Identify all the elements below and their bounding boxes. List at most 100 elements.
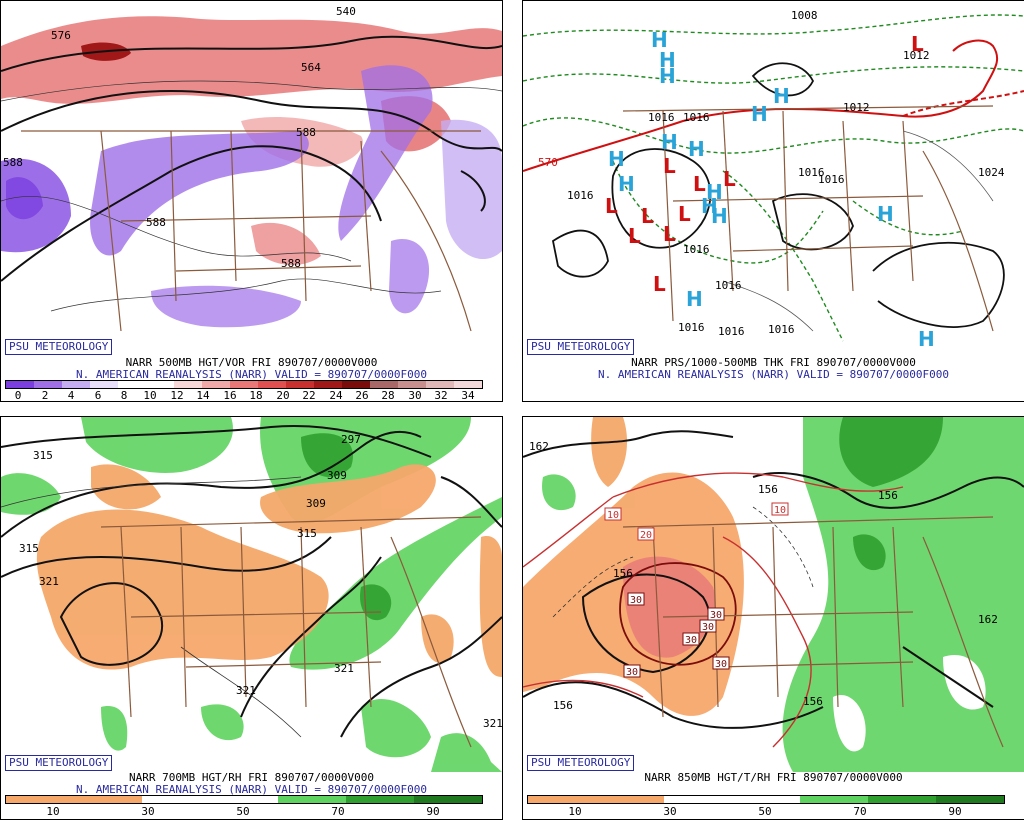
contour-label: 156 (878, 489, 898, 502)
colorbar-swatch (202, 381, 230, 388)
map-pressure-thickness: 1008 1012 1016 1016 1016 1016 1016 1016 … (523, 1, 1024, 356)
contour-label: 156 (758, 483, 778, 496)
psu-label: PSU METEOROLOGY (527, 339, 635, 355)
colorbar-tick-label: 34 (461, 389, 475, 402)
isobar-label: 1016 (768, 323, 795, 336)
panel-500mb-vorticity: 576 564 588 588 588 588 540 PSU METEOROL… (0, 0, 503, 402)
colorbar-tick-label: 50 (758, 805, 772, 818)
isotherm-label: 10 (774, 505, 786, 516)
high-pressure-marker: H (877, 202, 894, 226)
low-pressure-marker: L (653, 272, 666, 296)
isotherm-label: 30 (710, 610, 722, 621)
colorbar-tick-label: 30 (141, 805, 155, 818)
caption-line1: NARR PRS/1000-500MB THK FRI 890707/0000V… (631, 356, 916, 369)
colorbar-swatch (454, 381, 482, 388)
colorbar-swatch (62, 381, 90, 388)
isobar-label: 1016 (648, 111, 675, 124)
colorbar-swatch (314, 381, 342, 388)
high-pressure-marker: H (618, 172, 635, 196)
contour-label: 156 (553, 699, 573, 712)
thickness-label: 570 (538, 156, 558, 169)
colorbar-swatch (74, 796, 142, 803)
colorbar-swatch (210, 796, 278, 803)
colorbar-tick-label: 12 (170, 389, 184, 402)
isotherm-label: 30 (685, 635, 697, 646)
colorbar-tick-label: 26 (355, 389, 369, 402)
colorbar-swatch (398, 381, 426, 388)
isotherm-label: 30 (626, 667, 638, 678)
high-pressure-marker: H (659, 48, 676, 72)
colorbar-tick-label: 8 (120, 389, 128, 402)
colorbar-swatch (426, 381, 454, 388)
colorbar-ticks: 10 30 50 70 90 (527, 805, 1003, 818)
colorbar-swatch (230, 381, 258, 388)
high-pressure-marker: H (773, 84, 790, 108)
colorbar-tick-label: 10 (46, 805, 60, 818)
contour-label: 588 (296, 126, 316, 139)
colorbar-swatch (732, 796, 800, 803)
colorbar-tick-label: 14 (196, 389, 210, 402)
colorbar-swatch (34, 381, 62, 388)
contour-label: 588 (3, 156, 23, 169)
low-pressure-marker: L (605, 194, 618, 218)
colorbar-tick-label: 30 (408, 389, 422, 402)
map-500mb-vorticity: 576 564 588 588 588 588 540 (1, 1, 502, 356)
isotherm-label: 30 (702, 622, 714, 633)
colorbar-rh (5, 795, 483, 804)
psu-label: PSU METEOROLOGY (5, 755, 113, 771)
colorbar-tick-label: 10 (143, 389, 157, 402)
high-pressure-marker: H (751, 102, 768, 126)
colorbar-swatch (596, 796, 664, 803)
psu-label: PSU METEOROLOGY (5, 339, 113, 355)
isobar-label: 1012 (843, 101, 870, 114)
map-850mb-temp-rh: 162 156 156 156 162 156 156 10 20 10 30 … (523, 417, 1024, 772)
panel-850mb-temp-rh: 162 156 156 156 162 156 156 10 20 10 30 … (522, 416, 1024, 820)
contour-label: 540 (336, 5, 356, 18)
colorbar-tick-label: 30 (663, 805, 677, 818)
colorbar-tick-label: 6 (94, 389, 102, 402)
colorbar-swatch (6, 381, 34, 388)
colorbar-tick-label: 90 (426, 805, 440, 818)
isobar-label: 1008 (791, 9, 818, 22)
colorbar-tick-label: 32 (434, 389, 448, 402)
caption-line1: NARR 700MB HGT/RH FRI 890707/0000V000 (128, 771, 375, 784)
low-pressure-marker: L (663, 222, 676, 246)
colorbar-swatch (370, 381, 398, 388)
colorbar-tick-label: 22 (302, 389, 316, 402)
colorbar-tick-label: 70 (331, 805, 345, 818)
colorbar-swatch (868, 796, 936, 803)
caption-line1: NARR 850MB HGT/T/RH FRI 890707/0000V000 (644, 771, 903, 784)
isotherm-label: 30 (630, 595, 642, 606)
high-pressure-marker: H (918, 327, 935, 351)
contour-label: 321 (334, 662, 354, 675)
caption-line1: NARR 500MB HGT/VOR FRI 890707/0000V000 (125, 356, 378, 369)
colorbar-swatch (286, 381, 314, 388)
low-pressure-marker: L (628, 224, 641, 248)
colorbar-vorticity (5, 380, 483, 389)
colorbar-tick-label: 50 (236, 805, 250, 818)
contour-label: 162 (978, 613, 998, 626)
isotherm-label: 30 (715, 659, 727, 670)
colorbar-swatch (936, 796, 1004, 803)
contour-label: 315 (33, 449, 53, 462)
caption-line2: N. AMERICAN REANALYSIS (NARR) VALID = 89… (598, 368, 949, 381)
panel-pressure-thickness: 1008 1012 1016 1016 1016 1016 1016 1016 … (522, 0, 1024, 402)
isobar-label: 1024 (978, 166, 1005, 179)
low-pressure-marker: L (693, 172, 706, 196)
high-pressure-marker: H (651, 28, 668, 52)
isobar-label: 1016 (683, 111, 710, 124)
contour-label: 309 (327, 469, 347, 482)
colorbar-tick-label: 20 (276, 389, 290, 402)
colorbar-swatch (528, 796, 596, 803)
psu-label: PSU METEOROLOGY (527, 755, 635, 771)
colorbar-tick-label: 24 (329, 389, 343, 402)
contour-label: 321 (483, 717, 502, 730)
caption-line2: N. AMERICAN REANALYSIS (NARR) VALID = 89… (76, 783, 427, 796)
high-pressure-marker: H (688, 137, 705, 161)
contour-label: 162 (529, 440, 549, 453)
map-700mb-rh: 315 297 309 309 315 315 321 321 321 321 (1, 417, 502, 772)
high-pressure-marker: H (659, 64, 676, 88)
panel-700mb-rh: 315 297 309 309 315 315 321 321 321 321 … (0, 416, 503, 820)
high-pressure-marker: H (686, 287, 703, 311)
colorbar-swatch (118, 381, 146, 388)
